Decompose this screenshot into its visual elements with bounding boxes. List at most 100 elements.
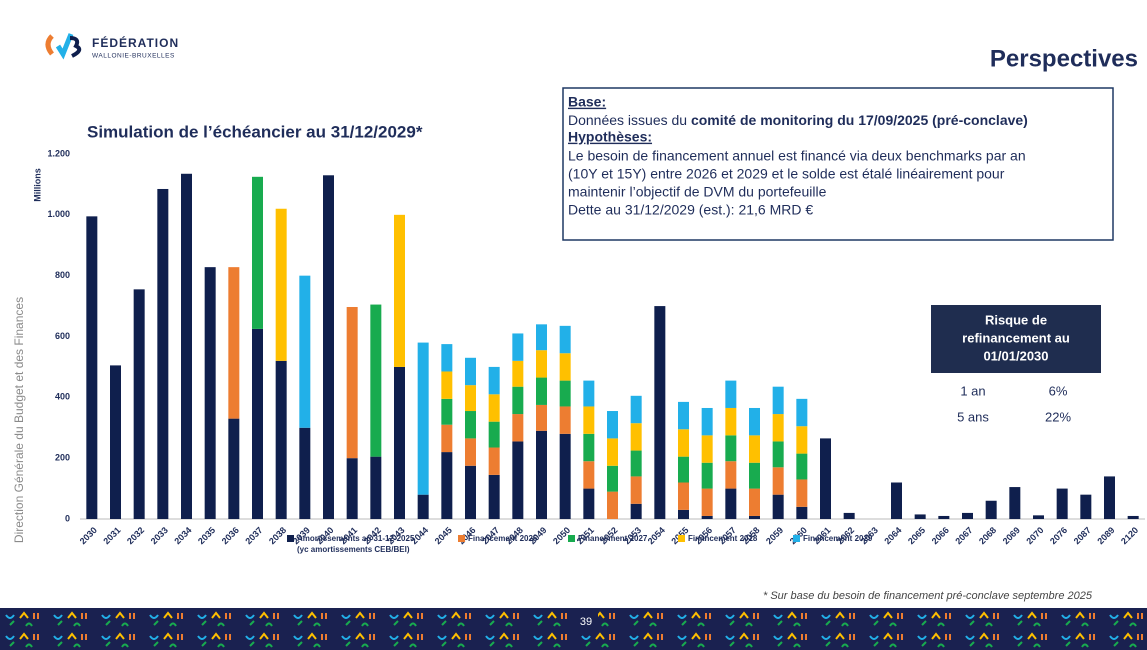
- bar-segment: [583, 406, 595, 434]
- bar-segment: [583, 433, 595, 462]
- info-box: Base: Données issues du comité de monito…: [562, 87, 1114, 241]
- bar-segment: [749, 435, 760, 463]
- bar-segment: [1056, 488, 1068, 519]
- bar-segment: [607, 411, 618, 439]
- bar-segment: [488, 447, 500, 475]
- bar-segment: [370, 456, 382, 519]
- bar-segment: [772, 441, 784, 468]
- bar-segment: [772, 414, 784, 442]
- hyp-line: Dette au 31/12/2029 (est.): 21,6 MRD €: [568, 202, 813, 218]
- bar-segment: [299, 275, 311, 428]
- bar-segment: [1033, 515, 1044, 519]
- bar-segment: [607, 491, 618, 519]
- bar-segment: [275, 208, 287, 361]
- bar-segment: [441, 452, 453, 519]
- bar-segment: [181, 173, 192, 520]
- hyp-title: Hypothèses:: [568, 129, 652, 145]
- bar-segment: [346, 458, 358, 519]
- bar-segment: [512, 414, 524, 442]
- bar-segment: [228, 267, 240, 419]
- risk-header: 01/01/2030: [983, 348, 1048, 363]
- bar-segment: [394, 366, 405, 519]
- bar-segment: [843, 512, 855, 519]
- info-box-frame: [562, 87, 1114, 241]
- bar-segment: [701, 407, 713, 436]
- bar-segment: [985, 500, 997, 519]
- risk-cell: 22%: [1045, 409, 1071, 424]
- bar-segment: [488, 394, 500, 422]
- footer-pattern: [0, 608, 1147, 650]
- risk-header: refinancement au: [962, 330, 1070, 345]
- bar-segment: [607, 438, 618, 466]
- bar-segment: [583, 488, 595, 519]
- page-number-bg: [574, 612, 598, 630]
- chart-title: Simulation de l’échéancier au 31/12/2029…: [87, 122, 423, 141]
- bar-segment: [914, 514, 926, 519]
- legend-label: Financement 2026: [468, 534, 538, 543]
- y-axis-label: Millions: [32, 168, 42, 202]
- bar-segment: [465, 411, 476, 439]
- bar-segment: [465, 438, 476, 466]
- hyp-line: maintenir l’objectif de DVM du portefeui…: [568, 184, 827, 200]
- bar-segment: [725, 380, 737, 408]
- bar-segment: [441, 424, 453, 453]
- bar-segment: [1104, 476, 1115, 519]
- bar-segment: [630, 395, 642, 424]
- bar-segment: [796, 506, 808, 519]
- bar-segment: [583, 380, 595, 407]
- bar-segment: [417, 342, 429, 495]
- bar-segment: [962, 512, 973, 519]
- side-text: Direction Générale du Budget et des Fina…: [12, 297, 26, 543]
- bar-segment: [465, 385, 476, 412]
- y-tick-label: 1.200: [47, 148, 70, 158]
- base-bold: comité de monitoring du 17/09/2025 (pré-…: [691, 112, 1028, 128]
- legend-label: Financement 2029: [803, 534, 873, 543]
- bar-segment: [275, 360, 287, 519]
- bar-segment: [725, 407, 737, 436]
- bar-segment: [678, 482, 689, 510]
- bar-segment: [630, 503, 642, 519]
- bar-segment: [370, 304, 382, 457]
- bar-segment: [536, 350, 547, 378]
- bar-segment: [749, 515, 760, 519]
- bar-segment: [725, 488, 737, 519]
- bar-segment: [1080, 494, 1092, 519]
- risk-header: Risque de: [985, 312, 1047, 327]
- bar-segment: [630, 423, 642, 451]
- bar-segment: [536, 324, 547, 351]
- bar-segment: [725, 435, 737, 462]
- legend-swatch: [458, 535, 465, 542]
- bar-segment: [607, 465, 618, 492]
- bar-segment: [559, 380, 571, 407]
- base-title: Base:: [568, 94, 606, 110]
- bar-segment: [678, 401, 689, 430]
- bar-segment: [630, 476, 642, 504]
- bar-segment: [938, 515, 950, 519]
- bar-segment: [465, 357, 476, 386]
- bar-segment: [441, 344, 453, 372]
- bar-segment: [796, 479, 808, 507]
- bar-segment: [583, 461, 595, 489]
- bar-segment: [488, 421, 500, 448]
- legend-label: Amortissements au 31-12-2025: [297, 534, 415, 543]
- bar-segment: [701, 515, 713, 519]
- bar-segment: [228, 418, 240, 519]
- bar-segment: [441, 398, 453, 425]
- bar-segment: [559, 406, 571, 434]
- risk-table: Risque de refinancement au 01/01/2030 1 …: [931, 305, 1101, 424]
- hyp-line: Le besoin de financement annuel est fina…: [568, 148, 1026, 164]
- bar-segment: [299, 427, 311, 519]
- bar-segment: [394, 214, 405, 367]
- legend-label: Financement 2028: [688, 534, 758, 543]
- bar-segment: [796, 398, 808, 427]
- bar-segment: [891, 482, 902, 519]
- base-line: Données issues du comité de monitoring d…: [568, 112, 1028, 128]
- bar-segment: [536, 404, 547, 431]
- bar-segment: [512, 333, 524, 361]
- bar-segment: [701, 488, 713, 516]
- bar-segment: [1127, 515, 1139, 519]
- bar-segment: [323, 175, 334, 519]
- bar-segment: [512, 441, 524, 519]
- bar-segment: [346, 306, 358, 459]
